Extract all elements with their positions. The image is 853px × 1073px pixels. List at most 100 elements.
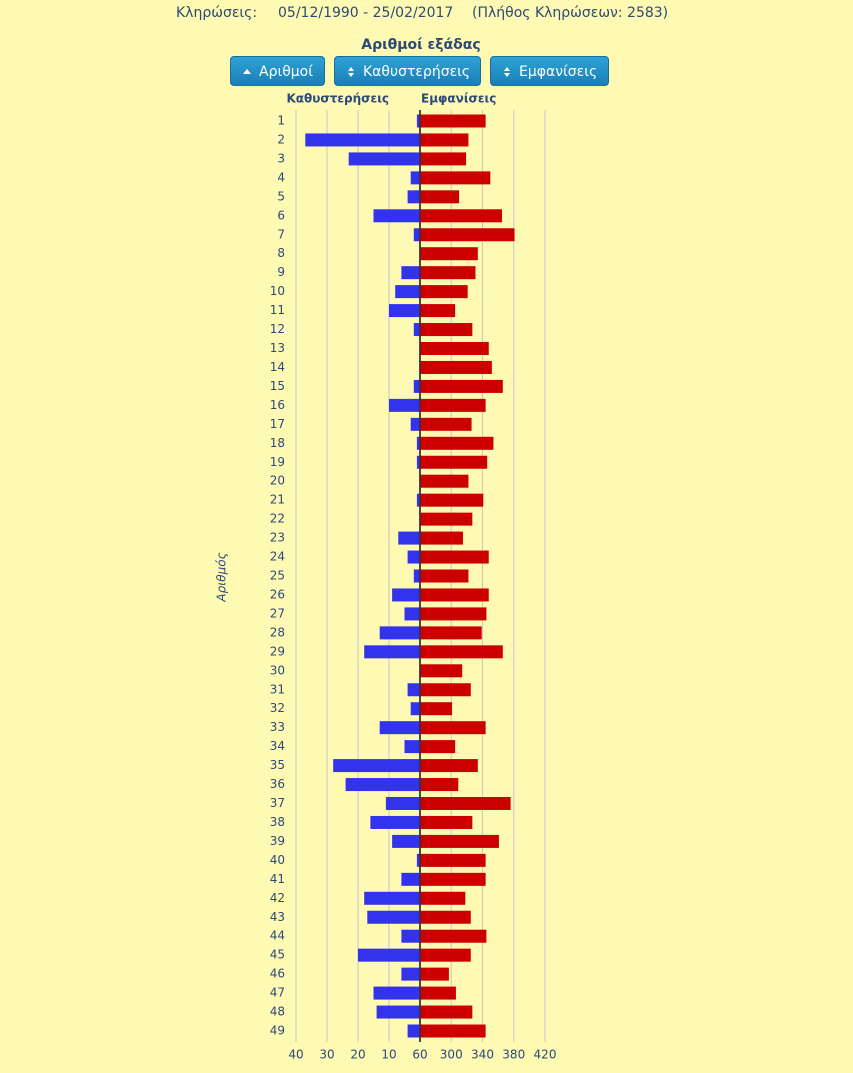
bar: [395, 285, 420, 299]
x-tick-label: 340: [471, 1048, 494, 1062]
y-tick-label: 27: [270, 606, 285, 620]
bar: [364, 645, 420, 659]
bar: [420, 228, 515, 242]
bar: [398, 531, 420, 545]
bar: [420, 910, 471, 924]
y-tick-label: 4: [277, 170, 285, 184]
y-tick-label: 49: [270, 1024, 285, 1038]
bar: [420, 967, 449, 981]
y-tick-label: 15: [270, 379, 285, 393]
draw-count: (Πλήθος Κληρώσεων: 2583): [472, 5, 668, 21]
icon: [348, 67, 354, 77]
bar: [420, 550, 489, 564]
y-tick-label: 14: [270, 360, 285, 374]
bar: [420, 740, 456, 754]
bar: [420, 721, 486, 735]
y-tick-label: 43: [270, 910, 285, 924]
bar: [407, 1024, 420, 1038]
bar: [407, 683, 420, 697]
bar: [420, 512, 473, 526]
bar: [416, 493, 420, 507]
bar: [420, 626, 482, 640]
bar: [420, 133, 469, 147]
y-tick-label: 45: [270, 948, 285, 962]
y-tick-label: 42: [270, 891, 285, 905]
bar: [420, 683, 471, 697]
bar: [373, 209, 420, 223]
bar: [420, 247, 478, 261]
y-tick-label: 25: [270, 569, 285, 583]
bar: [373, 986, 420, 1000]
bar: [407, 190, 420, 204]
bar: [420, 986, 456, 1000]
y-tick-label: 47: [270, 986, 285, 1000]
bar: [420, 190, 460, 204]
y-tick-label: 30: [270, 663, 285, 677]
bar: [420, 929, 487, 943]
bar: [413, 379, 420, 393]
bar: [420, 171, 491, 185]
button-label: Εμφανίσεις: [519, 64, 598, 80]
x2-tick-label: 10: [381, 1048, 396, 1062]
bar: [416, 455, 420, 469]
y-tick-label: 28: [270, 625, 285, 639]
y-tick-label: 18: [270, 436, 285, 450]
bar: [420, 853, 486, 867]
y-tick-label: 5: [277, 189, 285, 203]
bar: [333, 759, 420, 773]
y-tick-label: 23: [270, 531, 285, 545]
bar: [416, 436, 420, 450]
y-tick-label: 6: [277, 208, 285, 222]
bar: [420, 588, 489, 602]
bar: [420, 360, 492, 374]
bar: [420, 417, 472, 431]
bar: [413, 228, 420, 242]
y-tick-label: 17: [270, 417, 285, 431]
bar: [416, 114, 420, 128]
bar: [413, 323, 420, 337]
bar: [401, 872, 420, 886]
bar: [385, 797, 420, 810]
y-tick-label: 13: [270, 341, 285, 355]
sort-button[interactable]: Αριθμοί: [230, 56, 325, 86]
bar: [420, 797, 511, 810]
bar: [420, 379, 503, 393]
bar: [420, 702, 453, 716]
x2-tick-label: 20: [350, 1048, 365, 1062]
chart-title: Αριθμοί εξάδας: [361, 37, 480, 53]
bar: [420, 474, 469, 488]
y-tick-label: 48: [270, 1005, 285, 1019]
bar: [420, 531, 463, 545]
sort-button[interactable]: Καθυστερήσεις: [334, 56, 481, 86]
bar: [410, 171, 420, 185]
y-tick-label: 21: [270, 493, 285, 507]
bar: [420, 778, 459, 792]
bar: [420, 304, 456, 318]
sort-button[interactable]: Εμφανίσεις: [490, 56, 609, 86]
bar: [379, 626, 420, 640]
bar: [413, 569, 420, 583]
x-tick-label: 380: [502, 1048, 525, 1062]
y-tick-label: 35: [270, 758, 285, 772]
bar: [420, 569, 469, 583]
y-tick-label: 40: [270, 853, 285, 867]
y-tick-label: 29: [270, 644, 285, 658]
bar: [420, 891, 466, 905]
y-tick-label: 44: [270, 929, 285, 943]
legend-label: Καθυστερήσεις: [286, 92, 389, 106]
y-tick-label: 10: [270, 284, 285, 298]
bar: [420, 398, 486, 412]
bar: [345, 778, 420, 792]
y-tick-label: 11: [270, 303, 285, 317]
bar: [367, 910, 420, 924]
bar: [420, 607, 487, 621]
bar: [305, 133, 420, 147]
y-tick-label: 33: [270, 720, 285, 734]
y-tick-label: 26: [270, 587, 285, 601]
bar: [420, 872, 486, 886]
y-tick-label: 24: [270, 550, 285, 564]
bar: [420, 759, 478, 773]
y-tick-label: 19: [270, 455, 285, 469]
bar: [420, 152, 467, 166]
